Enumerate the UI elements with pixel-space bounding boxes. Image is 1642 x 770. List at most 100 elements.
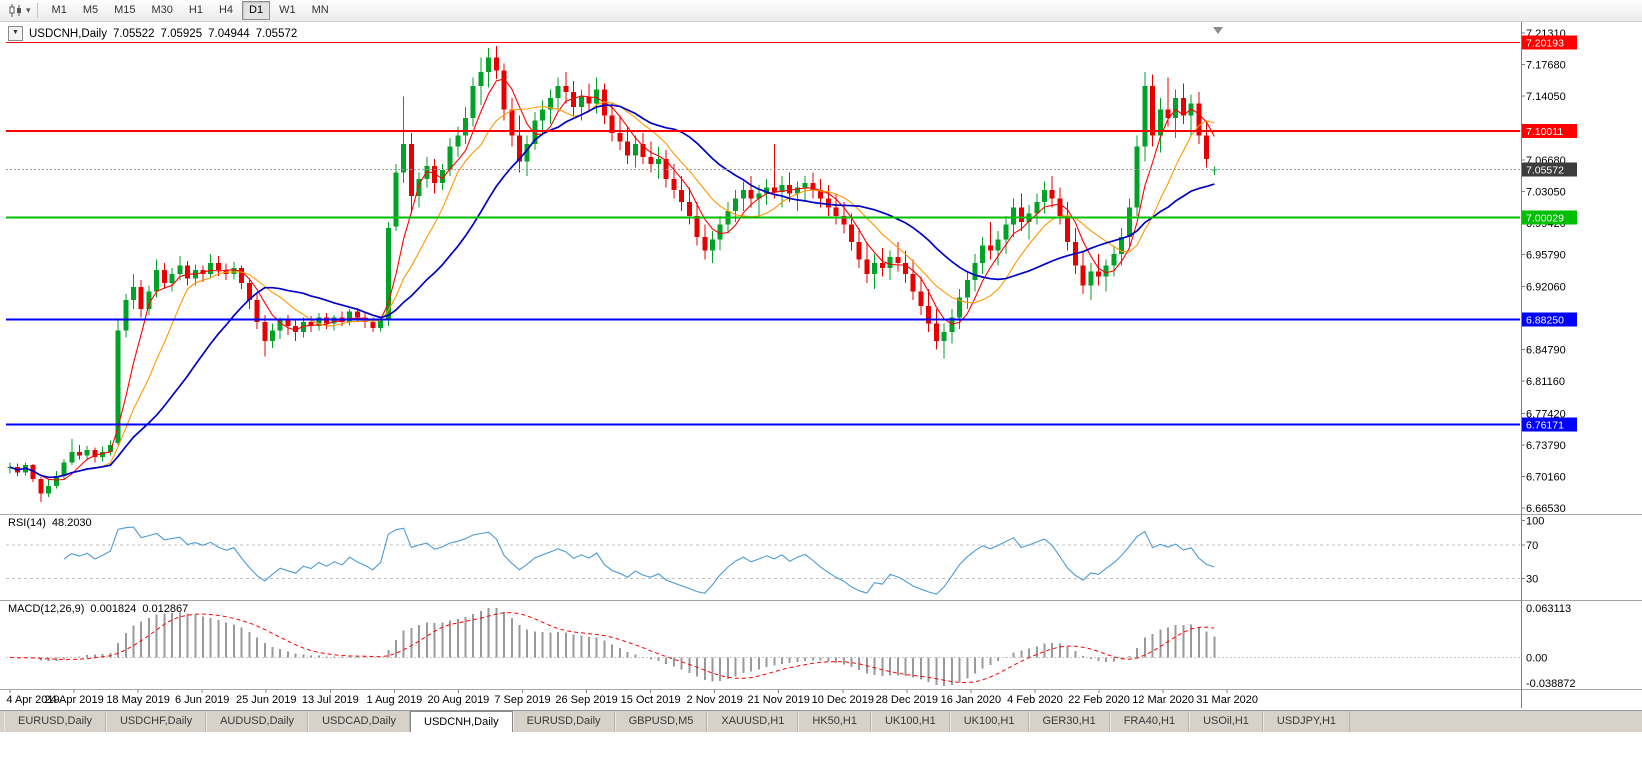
date-label: 16 Jan 2020 <box>941 694 1002 706</box>
collapse-icon[interactable]: ▼ <box>8 26 23 41</box>
chart-type-button[interactable] <box>5 2 26 20</box>
date-label: 7 Sep 2019 <box>494 694 550 706</box>
price-tick-label: 7.17680 <box>1526 59 1566 71</box>
date-label: 6 Jun 2019 <box>175 694 229 706</box>
timeframe-mn[interactable]: MN <box>311 4 329 16</box>
ohlc-open: 7.05522 <box>112 27 155 40</box>
rsi-line <box>63 526 1215 595</box>
chart-shift-marker[interactable] <box>1213 27 1223 34</box>
date-label: 12 Mar 2020 <box>1132 694 1194 706</box>
svg-text:6.76171: 6.76171 <box>1526 419 1564 431</box>
hline-price-badge: 7.10011 <box>1522 123 1577 138</box>
chart-tab-usoil-h1[interactable]: USOil,H1 <box>1189 711 1263 732</box>
macd-signal-value: 0.012867 <box>142 603 189 615</box>
chart-tab-usdjpy-h1[interactable]: USDJPY,H1 <box>1262 711 1351 732</box>
price-tick-label: 7.03050 <box>1526 186 1566 198</box>
chart-tab-usdchf-daily[interactable]: USDCHF,Daily <box>105 711 207 732</box>
price-tick-label: 7.14050 <box>1526 91 1566 103</box>
symbol-period-label: USDCNH,Daily <box>29 27 107 40</box>
price-tick-label: 6.84790 <box>1526 345 1566 357</box>
timeframe-d1[interactable]: D1 <box>242 1 271 20</box>
price-tick-label: 6.70160 <box>1526 472 1566 484</box>
date-label: 18 May 2019 <box>106 694 170 706</box>
chart-tab-xauusd-h1[interactable]: XAUUSD,H1 <box>707 711 799 732</box>
price-tick-label: 6.73790 <box>1526 440 1566 452</box>
date-label: 31 Mar 2020 <box>1196 694 1258 706</box>
chart-background <box>0 22 1642 710</box>
rsi-indicator-value: 48.2030 <box>51 517 92 529</box>
timeframe-m1[interactable]: M1 <box>51 4 67 16</box>
date-label: 10 Dec 2019 <box>812 694 874 706</box>
ohlc-high: 7.05925 <box>160 27 203 40</box>
candlestick-chart-icon <box>9 4 21 17</box>
timeframe-m15[interactable]: M15 <box>114 4 136 16</box>
macd-axis-zero: 0.00 <box>1526 653 1547 665</box>
price-tick-label: 6.81160 <box>1526 376 1565 388</box>
chart-tab-usdcnh-daily[interactable]: USDCNH,Daily <box>410 711 513 732</box>
rsi-label: RSI(14) 48.2030 <box>8 517 92 529</box>
chart-tab-eurusd-daily[interactable]: EURUSD,Daily <box>512 711 615 732</box>
rsi-indicator-name: RSI(14) <box>8 517 46 529</box>
date-label: 26 Sep 2019 <box>555 694 617 706</box>
ohlc-close: 7.05572 <box>255 27 298 40</box>
macd-signal-line <box>9 612 1215 684</box>
chart-tab-uk100-h1[interactable]: UK100,H1 <box>870 711 950 732</box>
hline-price-badge: 6.88250 <box>1522 312 1577 327</box>
macd-axis-bottom: -0.038872 <box>1526 678 1576 690</box>
date-label: 4 Apr 2019 <box>6 694 59 706</box>
svg-text:7.05572: 7.05572 <box>1526 164 1564 176</box>
hline-price-badge: 6.76171 <box>1522 417 1577 432</box>
ohlc-low: 7.04944 <box>208 27 250 40</box>
macd-indicator-name: MACD(12,26,9) <box>8 603 85 615</box>
hline-price-badge: 7.20193 <box>1522 35 1577 50</box>
chart-tab-audusd-daily[interactable]: AUDUSD,Daily <box>206 711 309 732</box>
macd-axis-top: 0.063113 <box>1526 603 1571 615</box>
date-label: 4 Feb 2020 <box>1007 694 1063 706</box>
date-label: 24 Apr 2019 <box>44 694 103 706</box>
horizontal-line-objects[interactable] <box>6 42 1520 426</box>
rsi-axis-label: 70 <box>1526 540 1538 552</box>
chart-title: ▼ USDCNH,Daily 7.05522 7.05925 7.04944 7… <box>8 26 297 41</box>
chart-tab-eurusd-daily[interactable]: EURUSD,Daily <box>4 711 106 732</box>
toolbar-separator <box>36 3 38 18</box>
main-toolbar: ▾ M1 M5 M15 M30 H1 H4 D1 W1 MN <box>0 0 1642 22</box>
chart-tab-gbpusd-m5[interactable]: GBPUSD,M5 <box>614 711 708 732</box>
timeframe-m30[interactable]: M30 <box>151 4 173 16</box>
date-label: 2 Nov 2019 <box>687 694 743 706</box>
svg-text:7.20193: 7.20193 <box>1526 38 1564 50</box>
date-label: 15 Oct 2019 <box>621 694 681 706</box>
timeframe-h1[interactable]: H1 <box>188 4 203 16</box>
date-label: 28 Dec 2019 <box>876 694 938 706</box>
date-label: 1 Aug 2019 <box>367 694 423 706</box>
macd-main-value: 0.001824 <box>90 603 137 615</box>
chart-tab-usdcad-daily[interactable]: USDCAD,Daily <box>308 711 411 732</box>
current-price-badge: 7.05572 <box>1522 162 1577 177</box>
chart-tab-hk50-h1[interactable]: HK50,H1 <box>798 711 871 732</box>
ma-fast <box>9 78 1215 481</box>
rsi-panel: 100 70 30 <box>6 515 1544 595</box>
chart-tab-ger30-h1[interactable]: GER30,H1 <box>1028 711 1110 732</box>
timeframe-buttons: M1 M5 M15 M30 H1 H4 D1 W1 MN <box>44 1 337 20</box>
chart-type-dropdown-caret[interactable]: ▾ <box>26 5 31 15</box>
rsi-axis-label: 30 <box>1526 573 1538 585</box>
date-label: 13 Jul 2019 <box>302 694 359 706</box>
rsi-axis-label: 100 <box>1526 515 1544 527</box>
ma-slow <box>9 104 1215 479</box>
timeframe-h4[interactable]: H4 <box>218 4 234 16</box>
chart-tab-uk100-h1[interactable]: UK100,H1 <box>949 711 1029 732</box>
price-tick-label: 6.95790 <box>1526 249 1566 261</box>
hline-price-badge: 7.00029 <box>1522 210 1577 225</box>
chart-canvas[interactable]: 7.213107.176807.140507.066807.030506.994… <box>0 22 1642 710</box>
svg-text:7.00029: 7.00029 <box>1526 213 1564 225</box>
ma-medium <box>9 101 1215 478</box>
svg-text:7.10011: 7.10011 <box>1526 126 1563 138</box>
macd-panel: 0.063113 0.00 -0.038872 <box>6 603 1576 690</box>
svg-text:6.88250: 6.88250 <box>1526 315 1564 327</box>
timeframe-m5[interactable]: M5 <box>82 4 99 16</box>
timeframe-w1[interactable]: W1 <box>279 4 296 16</box>
date-label: 20 Aug 2019 <box>428 694 490 706</box>
price-tick-label: 6.66530 <box>1526 503 1566 515</box>
price-tick-label: 6.92060 <box>1526 282 1566 294</box>
chart-tab-fra40-h1[interactable]: FRA40,H1 <box>1109 711 1190 732</box>
